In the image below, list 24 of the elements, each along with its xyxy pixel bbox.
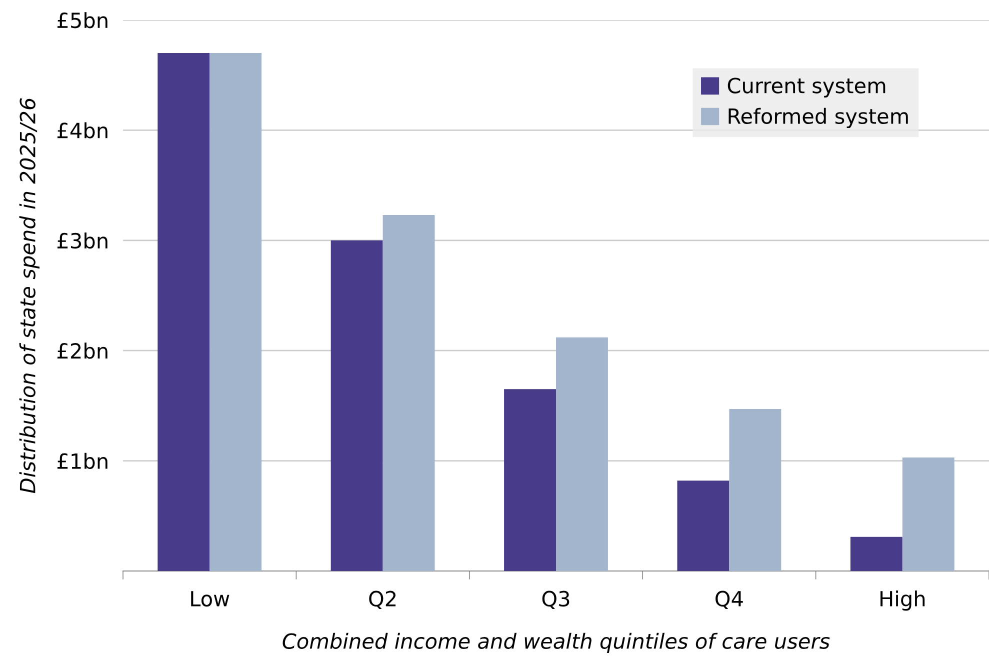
- bar: [729, 409, 782, 571]
- legend-label: Current system: [728, 78, 886, 98]
- y-tick-label: £4bn: [57, 122, 108, 138]
- y-tick-label: £2bn: [57, 342, 108, 359]
- bar: [556, 337, 608, 571]
- x-tick-label: Low: [191, 591, 230, 607]
- bar: [902, 457, 954, 571]
- bar: [158, 53, 210, 571]
- y-tick-label: £5bn: [57, 12, 108, 28]
- x-tick-label: Q4: [716, 590, 743, 609]
- y-tick-label: £1bn: [57, 452, 108, 470]
- y-tick-label: £3bn: [57, 232, 108, 249]
- x-tick-label: Q2: [369, 590, 396, 609]
- x-tick-label: Q3: [542, 590, 570, 609]
- bar: [850, 536, 902, 571]
- bar: [504, 389, 556, 571]
- legend-label: Reformed system: [728, 108, 908, 128]
- bar: [330, 240, 383, 571]
- bar: [382, 215, 435, 571]
- bar: [210, 53, 262, 571]
- bar: [677, 480, 730, 571]
- y-axis-title: Distribution of state spend in 2025/26: [19, 98, 40, 494]
- x-tick-label: High: [880, 590, 925, 611]
- x-axis-title: Combined income and wealth quintiles of care users: [282, 632, 830, 653]
